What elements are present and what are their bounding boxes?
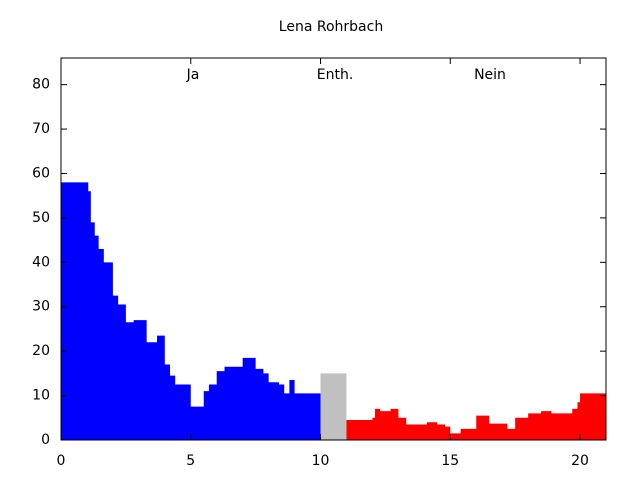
y-tick-label: 10 xyxy=(32,388,50,404)
y-tick-label: 70 xyxy=(32,121,50,137)
y-tick-label: 0 xyxy=(41,432,50,448)
chart-title: Lena Rohrbach xyxy=(279,19,383,35)
plot-frame xyxy=(60,57,607,441)
annotation: Enth. xyxy=(317,67,354,83)
y-tick-label: 40 xyxy=(32,254,50,270)
y-tick-label: 80 xyxy=(32,77,50,93)
x-tick-label: 5 xyxy=(186,453,195,469)
area xyxy=(320,373,347,440)
x-tick-label: 20 xyxy=(571,453,589,469)
y-tick-label: 30 xyxy=(32,299,50,315)
area xyxy=(61,182,321,441)
x-tick-label: 0 xyxy=(57,453,66,469)
annotation: Ja xyxy=(186,67,200,83)
x-tick-label: 10 xyxy=(312,453,330,469)
y-tick-label: 60 xyxy=(32,165,50,181)
x-tick-label: 15 xyxy=(441,453,459,469)
y-tick-label: 20 xyxy=(32,343,50,359)
annotation: Nein xyxy=(474,67,506,83)
area xyxy=(346,393,606,440)
y-tick-label: 50 xyxy=(32,210,50,226)
